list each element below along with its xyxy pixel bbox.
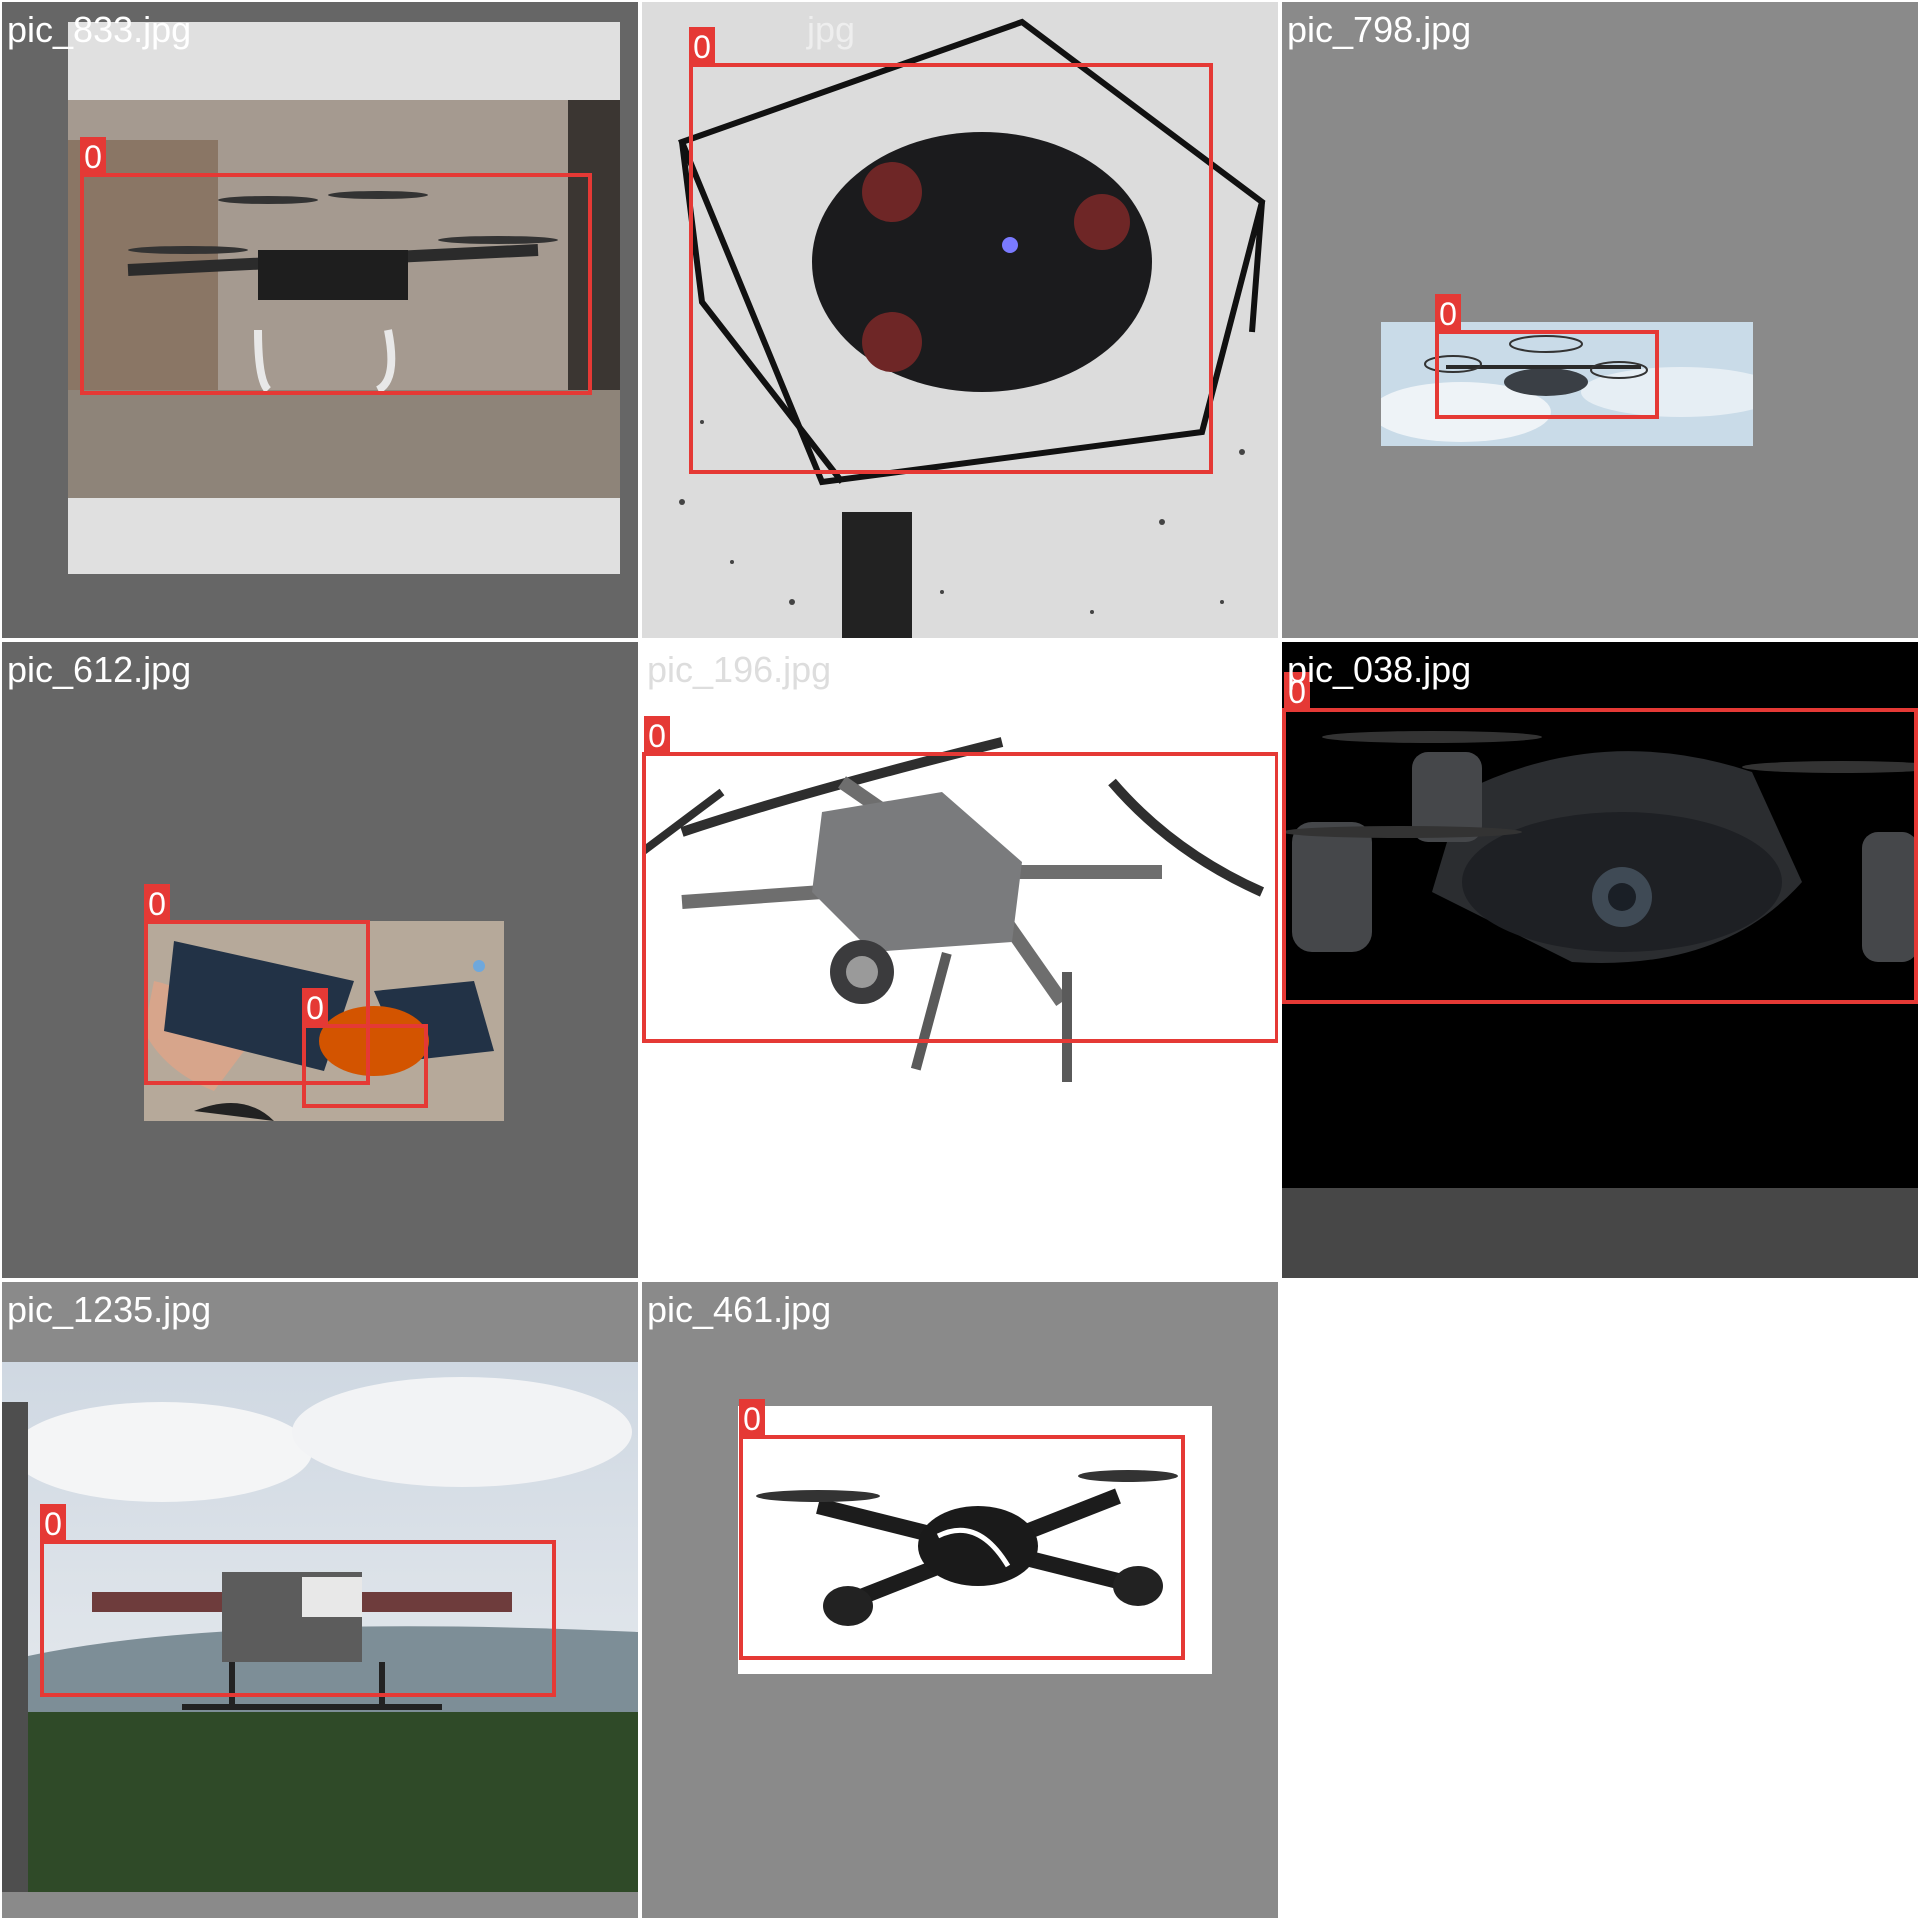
filename-label: pic_798.jpg xyxy=(1287,9,1472,50)
image-tile: 0 pic_833.jpg xyxy=(2,2,638,638)
box-class-label: 0 xyxy=(302,988,328,1028)
bounding-box: 0 xyxy=(144,884,370,1085)
bounding-box: 0 xyxy=(739,1399,1185,1660)
filename-label: pic_833.jpg xyxy=(7,9,192,50)
filename-label: pic_612.jpg xyxy=(7,649,192,690)
box-class-label: 0 xyxy=(739,1399,765,1439)
image-tile: 0 pic_196.jpg xyxy=(642,642,1278,1278)
bounding-box: 0 xyxy=(302,988,428,1108)
image-tile: 0 pic_1235.jpg xyxy=(2,1282,638,1918)
drone-photo xyxy=(68,100,620,498)
drone-photo xyxy=(1381,322,1753,446)
bounding-box: 0 xyxy=(40,1504,556,1697)
bounding-box: 0 xyxy=(689,27,1213,474)
bounding-box: 0 xyxy=(80,137,592,395)
drone-photo xyxy=(738,1406,1212,1674)
image-tile: 0 pic_461.jpg xyxy=(642,1282,1278,1918)
box-class-label: 0 xyxy=(144,884,170,924)
box-class-label: 0 xyxy=(689,27,715,67)
image-tile: 0 pic_798.jpg xyxy=(1282,2,1918,638)
bounding-box: 0 xyxy=(642,716,1278,1043)
drone-photo xyxy=(642,702,1278,1172)
bounding-box: 0 xyxy=(1282,672,1918,1004)
box-class-label: 0 xyxy=(644,716,670,756)
image-tile: 0 0 pic_612.jpg xyxy=(2,642,638,1278)
filename-label: pic_461.jpg xyxy=(647,1289,832,1330)
filename-label: jpg xyxy=(807,9,856,50)
drone-photo xyxy=(1282,642,1918,1188)
drone-photo xyxy=(2,1362,638,1892)
filename-label: pic_038.jpg xyxy=(1287,649,1472,690)
box-class-label: 0 xyxy=(1435,294,1461,334)
filename-label: pic_196.jpg xyxy=(647,649,832,690)
image-tile: 0 pic_038.jpg xyxy=(1282,642,1918,1278)
drone-photo xyxy=(642,2,1278,638)
box-class-label: 0 xyxy=(80,137,106,177)
filename-label: pic_1235.jpg xyxy=(7,1289,212,1330)
box-class-label: 0 xyxy=(40,1504,66,1544)
image-tile: 0 jpg xyxy=(642,2,1278,638)
bounding-box: 0 xyxy=(1435,294,1659,419)
box-class-label: 0 xyxy=(1284,672,1310,712)
